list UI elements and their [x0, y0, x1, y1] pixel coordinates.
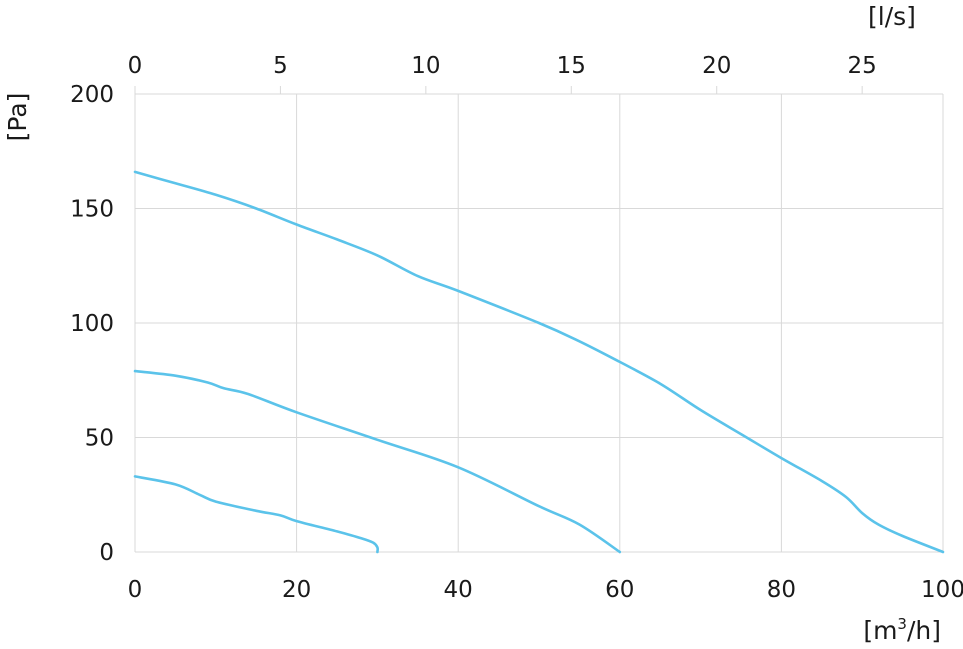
- x-axis-label-superscript: 3: [897, 615, 907, 633]
- series-line-1: [135, 476, 378, 552]
- x-axis-label-tail: /h]: [907, 616, 941, 645]
- y-tick-label: 150: [70, 197, 114, 223]
- x-axis-ticks: 0 20 40 60 80 100: [128, 577, 963, 603]
- y-axis-ticks: 0 50 100 150 200: [70, 82, 114, 566]
- x2-tick-label: 5: [273, 53, 288, 79]
- x-tick-label: 0: [128, 577, 143, 603]
- x2-axis-ticks: 0 5 10 15 20 25: [128, 53, 877, 94]
- x-axis-label-base: [m: [863, 616, 897, 645]
- x2-axis-label: [l/s]: [868, 2, 916, 31]
- series-line-2: [135, 371, 620, 552]
- y-axis-label: [Pa]: [3, 93, 32, 142]
- x-tick-label: 80: [767, 577, 796, 603]
- x-tick-label: 60: [605, 577, 634, 603]
- y-tick-label: 50: [85, 426, 114, 452]
- x-tick-label: 20: [282, 577, 311, 603]
- x2-tick-label: 25: [848, 53, 877, 79]
- x2-tick-label: 15: [557, 53, 586, 79]
- x2-tick-label: 20: [702, 53, 731, 79]
- series: [135, 172, 943, 552]
- x2-tick-label: 10: [411, 53, 440, 79]
- x-tick-label: 100: [921, 577, 963, 603]
- y-tick-label: 100: [70, 311, 114, 337]
- series-line-3: [135, 172, 943, 552]
- x-axis-label: [m3/h]: [863, 615, 941, 645]
- y-tick-label: 0: [99, 540, 114, 566]
- y-tick-label: 200: [70, 82, 114, 108]
- x-tick-label: 40: [444, 577, 473, 603]
- x2-tick-label: 0: [128, 53, 143, 79]
